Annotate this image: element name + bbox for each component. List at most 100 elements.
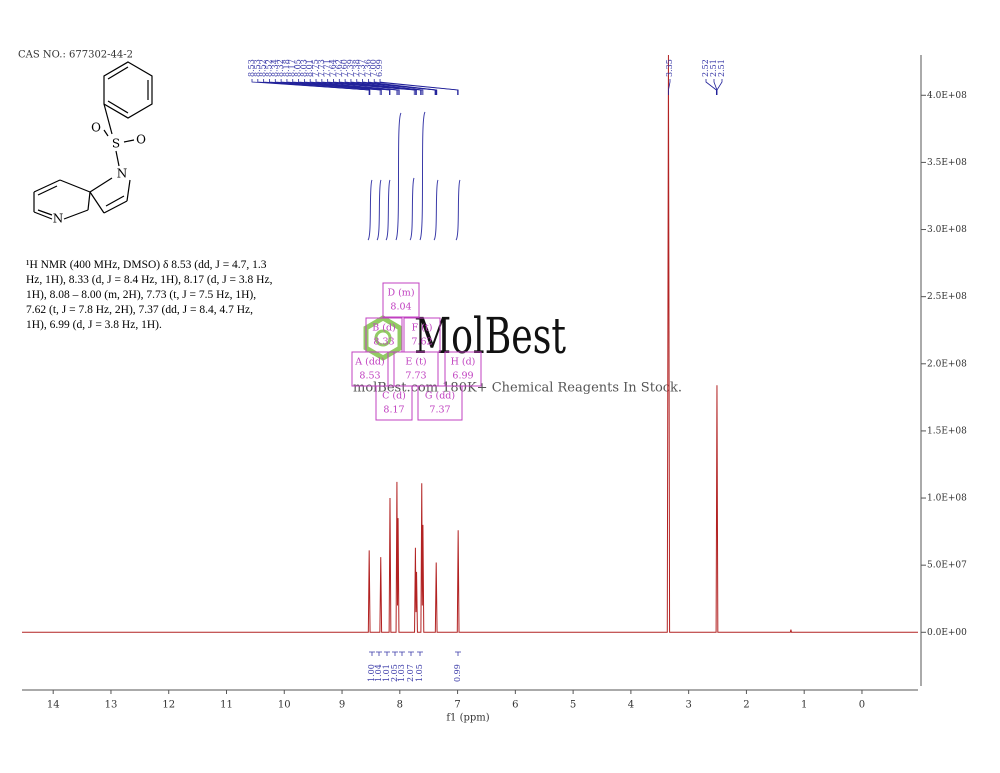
peak-label: 7.39 bbox=[346, 59, 355, 77]
peak-label: 7.00 bbox=[369, 59, 378, 77]
peak-label: 3.35 bbox=[665, 59, 674, 77]
peak-label: 8.52 bbox=[259, 59, 268, 77]
peak-label: 8.34 bbox=[270, 59, 279, 77]
x-tick-label: 0 bbox=[859, 700, 865, 711]
integral-label: 0.99 bbox=[453, 664, 462, 682]
peak-label: 8.32 bbox=[276, 59, 285, 77]
multiplet-label: D (m) bbox=[387, 288, 414, 299]
multiplet-box bbox=[417, 385, 463, 421]
x-tick-label: 14 bbox=[47, 700, 60, 711]
x-tick-label: 12 bbox=[162, 700, 175, 711]
cas-number: CAS NO.: 677302-44-2 bbox=[18, 50, 133, 61]
peak-label: 8.03 bbox=[299, 59, 308, 77]
integral-bracket bbox=[399, 651, 405, 656]
multiplet-label: H (d) bbox=[451, 357, 476, 368]
y-tick-label: 3.0E+08 bbox=[927, 225, 967, 235]
peak-label: 2.51 bbox=[709, 59, 718, 77]
peak-connector bbox=[327, 79, 417, 95]
y-tick-label: 4.0E+08 bbox=[927, 91, 967, 101]
integral-label: 1.03 bbox=[397, 664, 406, 682]
integral-bracket bbox=[369, 651, 375, 656]
y-tick-label: 5.0E+07 bbox=[927, 561, 967, 571]
peak-label: 7.73 bbox=[317, 59, 326, 77]
multiplet-label: G (dd) bbox=[425, 391, 455, 402]
multiplet-label: A (dd) bbox=[354, 357, 384, 368]
multiplet-shift: 8.17 bbox=[383, 405, 404, 416]
atom-label: N bbox=[53, 212, 64, 226]
integral-label: 2.07 bbox=[406, 664, 415, 682]
x-tick-label: 10 bbox=[278, 700, 291, 711]
peak-label: 8.17 bbox=[288, 59, 297, 77]
peak-connector bbox=[292, 79, 391, 95]
peak-connector bbox=[309, 79, 400, 95]
integral-bracket bbox=[376, 651, 382, 656]
peak-connector bbox=[668, 79, 671, 95]
peak-connector bbox=[716, 79, 723, 95]
peak-label: 7.37 bbox=[358, 59, 367, 77]
multiplet-box bbox=[351, 351, 389, 387]
multiplet-box bbox=[375, 385, 413, 421]
integral-label: 1.05 bbox=[415, 664, 424, 682]
multiplet-box bbox=[393, 351, 439, 387]
multiplet-shift: 8.53 bbox=[359, 371, 380, 382]
multiplet-label: B (d) bbox=[372, 323, 396, 334]
multiplet-shift: 8.33 bbox=[373, 337, 394, 348]
integral-bracket bbox=[417, 651, 423, 656]
integral-label: 1.00 bbox=[367, 664, 376, 682]
peak-connector bbox=[705, 79, 717, 95]
multiplet-shift: 7.62 bbox=[411, 337, 432, 348]
atom-label: S bbox=[112, 137, 120, 151]
x-tick-label: 8 bbox=[397, 700, 403, 711]
multiplet-box bbox=[444, 351, 482, 387]
peak-label: 7.62 bbox=[334, 59, 343, 77]
y-tick-label: 3.5E+08 bbox=[927, 158, 967, 168]
x-tick-label: 13 bbox=[105, 700, 118, 711]
integral-bracket bbox=[392, 651, 398, 656]
y-tick-label: 2.0E+08 bbox=[927, 359, 967, 369]
multiplet-shift: 7.73 bbox=[405, 371, 426, 382]
multiplet-box bbox=[382, 282, 420, 318]
atom-label: N bbox=[117, 167, 128, 181]
peak-label: 7.71 bbox=[323, 59, 332, 77]
peak-label: 7.38 bbox=[352, 59, 361, 77]
peak-connector bbox=[368, 79, 438, 95]
x-tick-label: 9 bbox=[339, 700, 345, 711]
peak-label: 2.52 bbox=[701, 59, 710, 77]
watermark-tagline: molBest.com 180K+ Chemical Reagents In S… bbox=[353, 381, 682, 396]
peak-label: 2.51 bbox=[717, 59, 726, 77]
peak-label: 8.53 bbox=[253, 59, 262, 77]
peak-label: 7.60 bbox=[340, 59, 349, 77]
peak-label: 8.52 bbox=[264, 59, 273, 77]
y-tick-label: 1.0E+08 bbox=[927, 494, 967, 504]
multiplet-label: E (t) bbox=[405, 357, 426, 368]
x-tick-label: 5 bbox=[570, 700, 576, 711]
y-tick-label: 1.5E+08 bbox=[927, 426, 967, 436]
integral-label: 1.04 bbox=[374, 664, 383, 682]
y-tick-label: 2.5E+08 bbox=[927, 292, 967, 302]
peak-label: 7.36 bbox=[363, 59, 372, 77]
x-axis-label: f1 (ppm) bbox=[446, 713, 489, 724]
molecule bbox=[33, 61, 153, 220]
integral-label: 1.01 bbox=[382, 664, 391, 682]
watermark-logo: MolBest bbox=[414, 307, 566, 365]
x-tick-label: 4 bbox=[628, 700, 634, 711]
peak-connector bbox=[269, 79, 371, 95]
integral-bracket bbox=[408, 651, 414, 656]
integral-label: 2.05 bbox=[390, 664, 399, 682]
atom-label: O bbox=[136, 133, 146, 147]
multiplet-shift: 7.37 bbox=[429, 405, 450, 416]
peak-connector bbox=[344, 79, 424, 95]
peak-label: 8.18 bbox=[282, 59, 291, 77]
peak-connector bbox=[379, 79, 459, 95]
integral-bracket bbox=[455, 651, 461, 656]
x-tick-label: 3 bbox=[685, 700, 691, 711]
nmr-description: ¹H NMR (400 MHz, DMSO) δ 8.53 (dd, J = 4… bbox=[26, 259, 273, 331]
peak-label: 7.75 bbox=[311, 59, 320, 77]
multiplet-label: C (d) bbox=[382, 391, 406, 402]
x-tick-label: 2 bbox=[743, 700, 749, 711]
spectrum-line bbox=[22, 54, 918, 633]
x-tick-label: 7 bbox=[454, 700, 460, 711]
peak-label: 8.01 bbox=[305, 59, 314, 77]
peak-label: 8.53 bbox=[247, 59, 256, 77]
